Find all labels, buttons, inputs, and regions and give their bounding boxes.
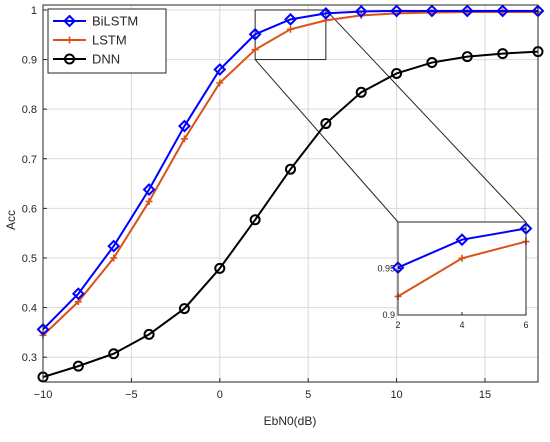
plot-frame (42, 4, 539, 383)
inset-frame (397, 221, 527, 316)
x-tick-label: −5 (125, 389, 138, 401)
inset-y-tick-label: 0.9 (382, 310, 395, 320)
y-tick-label: 0.4 (22, 303, 37, 315)
data-point-bilstm (71, 287, 85, 301)
x-tick-label: 15 (479, 389, 491, 401)
x-axis-label: EbN0(dB) (264, 414, 317, 428)
data-point-bilstm (213, 63, 227, 76)
inset-series-line-bilstm (397, 227, 527, 269)
x-tick-label: −10 (34, 389, 53, 401)
series-line-dnn (42, 50, 539, 378)
inset-x-tick-label: 6 (523, 320, 528, 330)
zoom-connector-line (254, 59, 399, 223)
series-dnn (37, 46, 544, 383)
legend-marker-bilstm (63, 14, 76, 28)
y-axis-label: Acc (4, 210, 18, 230)
y-tick-label: 1 (31, 5, 37, 17)
data-point-dnn (178, 303, 190, 315)
y-tick-label: 0.6 (22, 203, 37, 215)
legend: BiLSTM LSTM DNN (47, 8, 167, 74)
legend-label-dnn: DNN (92, 52, 120, 67)
data-point-bilstm (178, 119, 191, 133)
legend-marker-dnn (64, 53, 75, 65)
data-point-dnn (391, 67, 403, 79)
series-bilstm (36, 4, 545, 336)
inset-data-point-lstm (458, 254, 466, 262)
data-point-dnn (249, 214, 261, 226)
inset-x-tick-label: 2 (395, 320, 400, 330)
data-point-dnn (108, 348, 120, 360)
y-tick-label: 0.7 (22, 154, 37, 166)
inset-background (398, 222, 526, 315)
data-point-dnn (72, 360, 84, 372)
y-tick-label: 0.3 (22, 352, 37, 364)
data-point-bilstm (425, 4, 439, 18)
data-point-bilstm (354, 5, 368, 18)
y-tick-label: 0.8 (22, 104, 37, 116)
data-point-lstm (180, 135, 188, 143)
data-point-dnn (461, 51, 473, 63)
data-point-dnn (355, 86, 367, 98)
y-axis: 0.3 0.4 0.5 0.6 0.7 0.8 0.9 1 (22, 5, 47, 364)
zoom-connectors (254, 9, 527, 223)
inset-data-point-bilstm (455, 233, 469, 247)
inset-y-tick-label: 0.95 (377, 264, 395, 274)
data-point-bilstm (496, 4, 510, 18)
y-tick-label: 0.5 (22, 253, 37, 265)
data-point-dnn (497, 48, 509, 60)
y-tick-label: 0.9 (22, 55, 37, 67)
x-tick-label: 5 (305, 389, 311, 401)
data-point-dnn (320, 118, 332, 130)
zoom-inset: 2 4 6 0.9 0.95 (377, 221, 533, 330)
data-point-bilstm (248, 27, 262, 41)
data-point-dnn (143, 328, 155, 340)
data-point-lstm (251, 46, 259, 54)
series-layer (36, 4, 545, 383)
data-point-lstm (110, 254, 118, 262)
data-point-bilstm (284, 12, 297, 26)
data-point-lstm (287, 25, 294, 33)
legend-label-bilstm: BiLSTM (92, 14, 138, 29)
x-tick-label: 0 (217, 389, 223, 401)
data-point-bilstm (460, 4, 474, 18)
data-point-lstm (145, 197, 153, 205)
inset-x-tick-label: 4 (459, 320, 464, 330)
data-point-bilstm (390, 4, 403, 18)
data-point-bilstm (319, 7, 333, 20)
series-lstm (39, 8, 542, 339)
legend-marker-lstm (66, 36, 73, 44)
data-point-dnn (214, 262, 226, 274)
zoom-connector-line (325, 9, 527, 223)
legend-label-lstm: LSTM (92, 33, 127, 48)
data-point-dnn (426, 57, 438, 69)
data-point-dnn (285, 163, 296, 175)
series-line-bilstm (42, 9, 538, 331)
x-axis: −10 −5 0 5 10 15 (34, 378, 491, 401)
data-point-lstm (216, 79, 224, 87)
x-tick-label: 10 (390, 389, 402, 401)
data-point-bilstm (142, 183, 156, 196)
data-point-bilstm (107, 239, 121, 253)
